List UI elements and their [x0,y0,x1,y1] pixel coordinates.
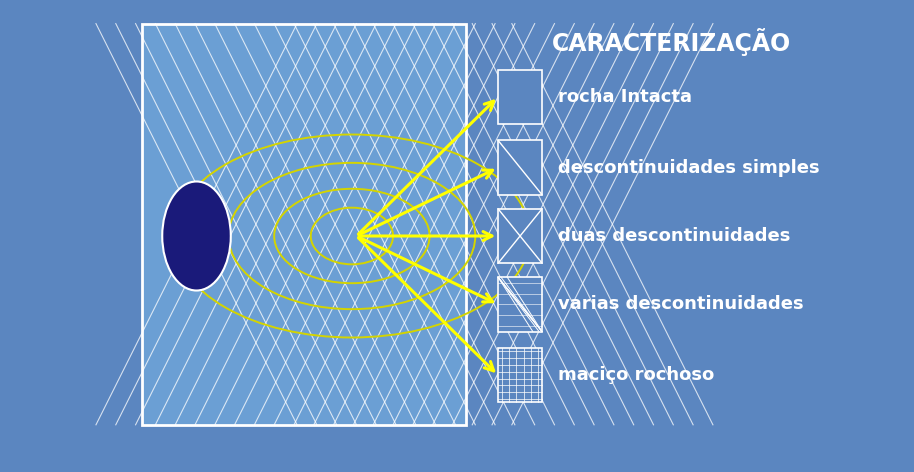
Text: CARACTERIZAÇÃO: CARACTERIZAÇÃO [552,28,792,57]
Text: rocha Intacta: rocha Intacta [558,88,693,106]
Bar [498,278,542,331]
Bar [498,69,542,124]
Bar [142,24,466,425]
Ellipse shape [163,181,230,291]
Text: descontinuidades simples: descontinuidades simples [558,159,820,177]
Bar [498,209,542,263]
Bar [498,348,542,402]
Text: duas descontinuidades: duas descontinuidades [558,227,791,245]
Bar [498,141,542,194]
Text: varias descontinuidades: varias descontinuidades [558,295,804,313]
Text: maciço rochoso: maciço rochoso [558,366,715,384]
